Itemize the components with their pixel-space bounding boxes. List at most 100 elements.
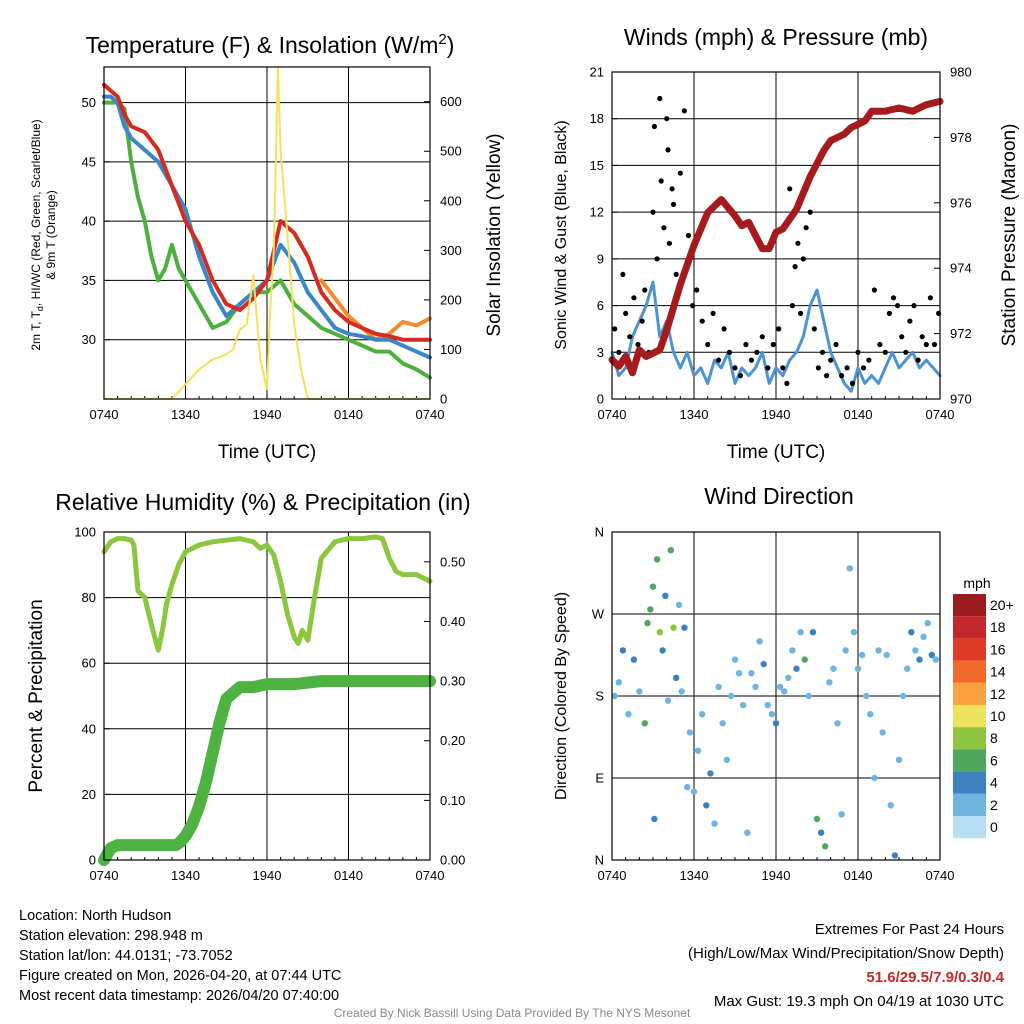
gust-point	[650, 209, 656, 215]
legend-swatch	[953, 660, 986, 683]
direction-point	[830, 665, 837, 672]
direction-point	[822, 843, 829, 850]
direction-point	[887, 802, 894, 809]
legend-label: 0	[990, 819, 998, 835]
direction-point	[644, 619, 651, 627]
x-tick-label: 0740	[926, 407, 955, 422]
plot-border	[103, 531, 431, 861]
y-tick-label: 40	[82, 721, 96, 736]
gust-point	[666, 240, 673, 246]
direction-point	[756, 638, 763, 645]
gust-point	[819, 349, 826, 355]
gust-point	[770, 341, 776, 348]
gust-point	[657, 95, 663, 102]
max-gust: Max Gust: 19.3 mph On 04/19 at 1030 UTC	[713, 993, 1004, 1010]
direction-point	[785, 674, 792, 681]
legend-label: 18	[990, 619, 1006, 635]
gust-point	[877, 341, 883, 348]
series-line-td	[102, 100, 432, 380]
direction-point	[801, 656, 808, 663]
direction-point	[850, 629, 858, 636]
wind-panel: 0740 1340 1940 0140 074003691215182197097297…	[553, 24, 1020, 463]
x-tick-label: 1340	[680, 868, 709, 883]
gust-point	[787, 186, 793, 192]
gust-point	[903, 349, 909, 355]
legend-label: 6	[990, 752, 998, 768]
gust-point	[866, 357, 872, 363]
gust-point	[789, 303, 796, 309]
y-tick-label: 15	[590, 158, 604, 173]
station-info: Location: North Hudson Station elevation…	[19, 906, 341, 1006]
gust-point	[923, 341, 929, 348]
station-latlon: Station lat/lon: 44.0131; -73.7052	[19, 948, 233, 964]
gust-point	[828, 357, 834, 363]
y2-tick-label: 978	[950, 130, 972, 145]
y2-tick-label: 0.50	[440, 554, 465, 569]
direction-point	[723, 756, 730, 763]
legend-label: 2	[990, 797, 998, 813]
wind-y-axis-title: Sonic Wind & Gust (Blue, Black)	[553, 120, 570, 349]
temperature-chart-title: Temperature (F) & Insolation (W/m2)	[86, 31, 455, 58]
gust-point	[710, 310, 716, 316]
gust-point	[844, 365, 850, 371]
direction-point	[630, 656, 638, 663]
gust-point	[743, 341, 749, 348]
y-tick-label: 0	[597, 392, 604, 407]
gust-point	[886, 310, 893, 316]
direction-point	[647, 606, 654, 613]
direction-point	[781, 688, 788, 695]
direction-point	[920, 633, 927, 640]
x-tick-label: 0740	[416, 868, 445, 883]
legend-swatch	[953, 638, 986, 661]
legend-swatch	[953, 793, 986, 816]
legend-swatch	[953, 594, 986, 617]
station-location: Location: North Hudson	[19, 908, 172, 924]
x-tick-label: 0740	[90, 407, 119, 422]
direction-point	[731, 656, 739, 663]
legend-label: 12	[990, 686, 1006, 702]
gust-point	[780, 365, 786, 371]
direction-point	[879, 729, 886, 736]
direction-point	[904, 665, 911, 672]
gust-point	[919, 334, 925, 340]
gust-point	[685, 232, 692, 239]
gust-point	[803, 225, 809, 231]
gust-point	[882, 349, 888, 355]
gust-point	[670, 201, 677, 207]
gust-point	[855, 349, 861, 355]
y2-tick-label: 400	[440, 193, 462, 208]
direction-point	[797, 629, 804, 636]
direction-point	[673, 674, 680, 681]
y2-tick-label: 980	[950, 65, 972, 80]
direction-point	[899, 692, 907, 700]
plot-border	[611, 531, 941, 861]
direction-chart-title: Wind Direction	[704, 483, 854, 509]
direction-point	[619, 647, 627, 654]
y2-tick-label: 600	[440, 94, 462, 109]
direction-point	[707, 770, 714, 777]
y2-tick-label: 972	[950, 326, 972, 341]
y2-tick-label: 500	[440, 144, 462, 159]
direction-point	[805, 692, 812, 700]
y2-tick-label: 970	[950, 392, 972, 407]
direction-point	[675, 601, 683, 609]
temperature-y-axis-title-line2: & 9m T (Orange)	[44, 190, 58, 280]
legend-swatch	[953, 749, 986, 772]
legend-swatch	[953, 727, 986, 750]
direction-point	[715, 683, 722, 691]
y-tick-label: 35	[82, 273, 96, 288]
gust-point	[849, 380, 856, 386]
series-line-relative-humidity	[101, 534, 433, 653]
direction-point	[664, 697, 672, 704]
gust-point	[927, 295, 934, 301]
legend-label: 14	[990, 664, 1006, 680]
y2-tick-label: 0.40	[440, 614, 465, 629]
extremes-box: Extremes For Past 24 Hours (High/Low/Max…	[688, 918, 1004, 1014]
direction-point	[653, 556, 661, 563]
meteogram-charts: 0740 1340 1940 0140 074030354045500100200300…	[26, 24, 1020, 883]
y-tick-label: 20	[82, 787, 96, 802]
direction-point	[641, 720, 648, 727]
direction-point	[611, 692, 618, 700]
humidity-y-axis-title: Percent & Precipitation	[26, 599, 47, 792]
